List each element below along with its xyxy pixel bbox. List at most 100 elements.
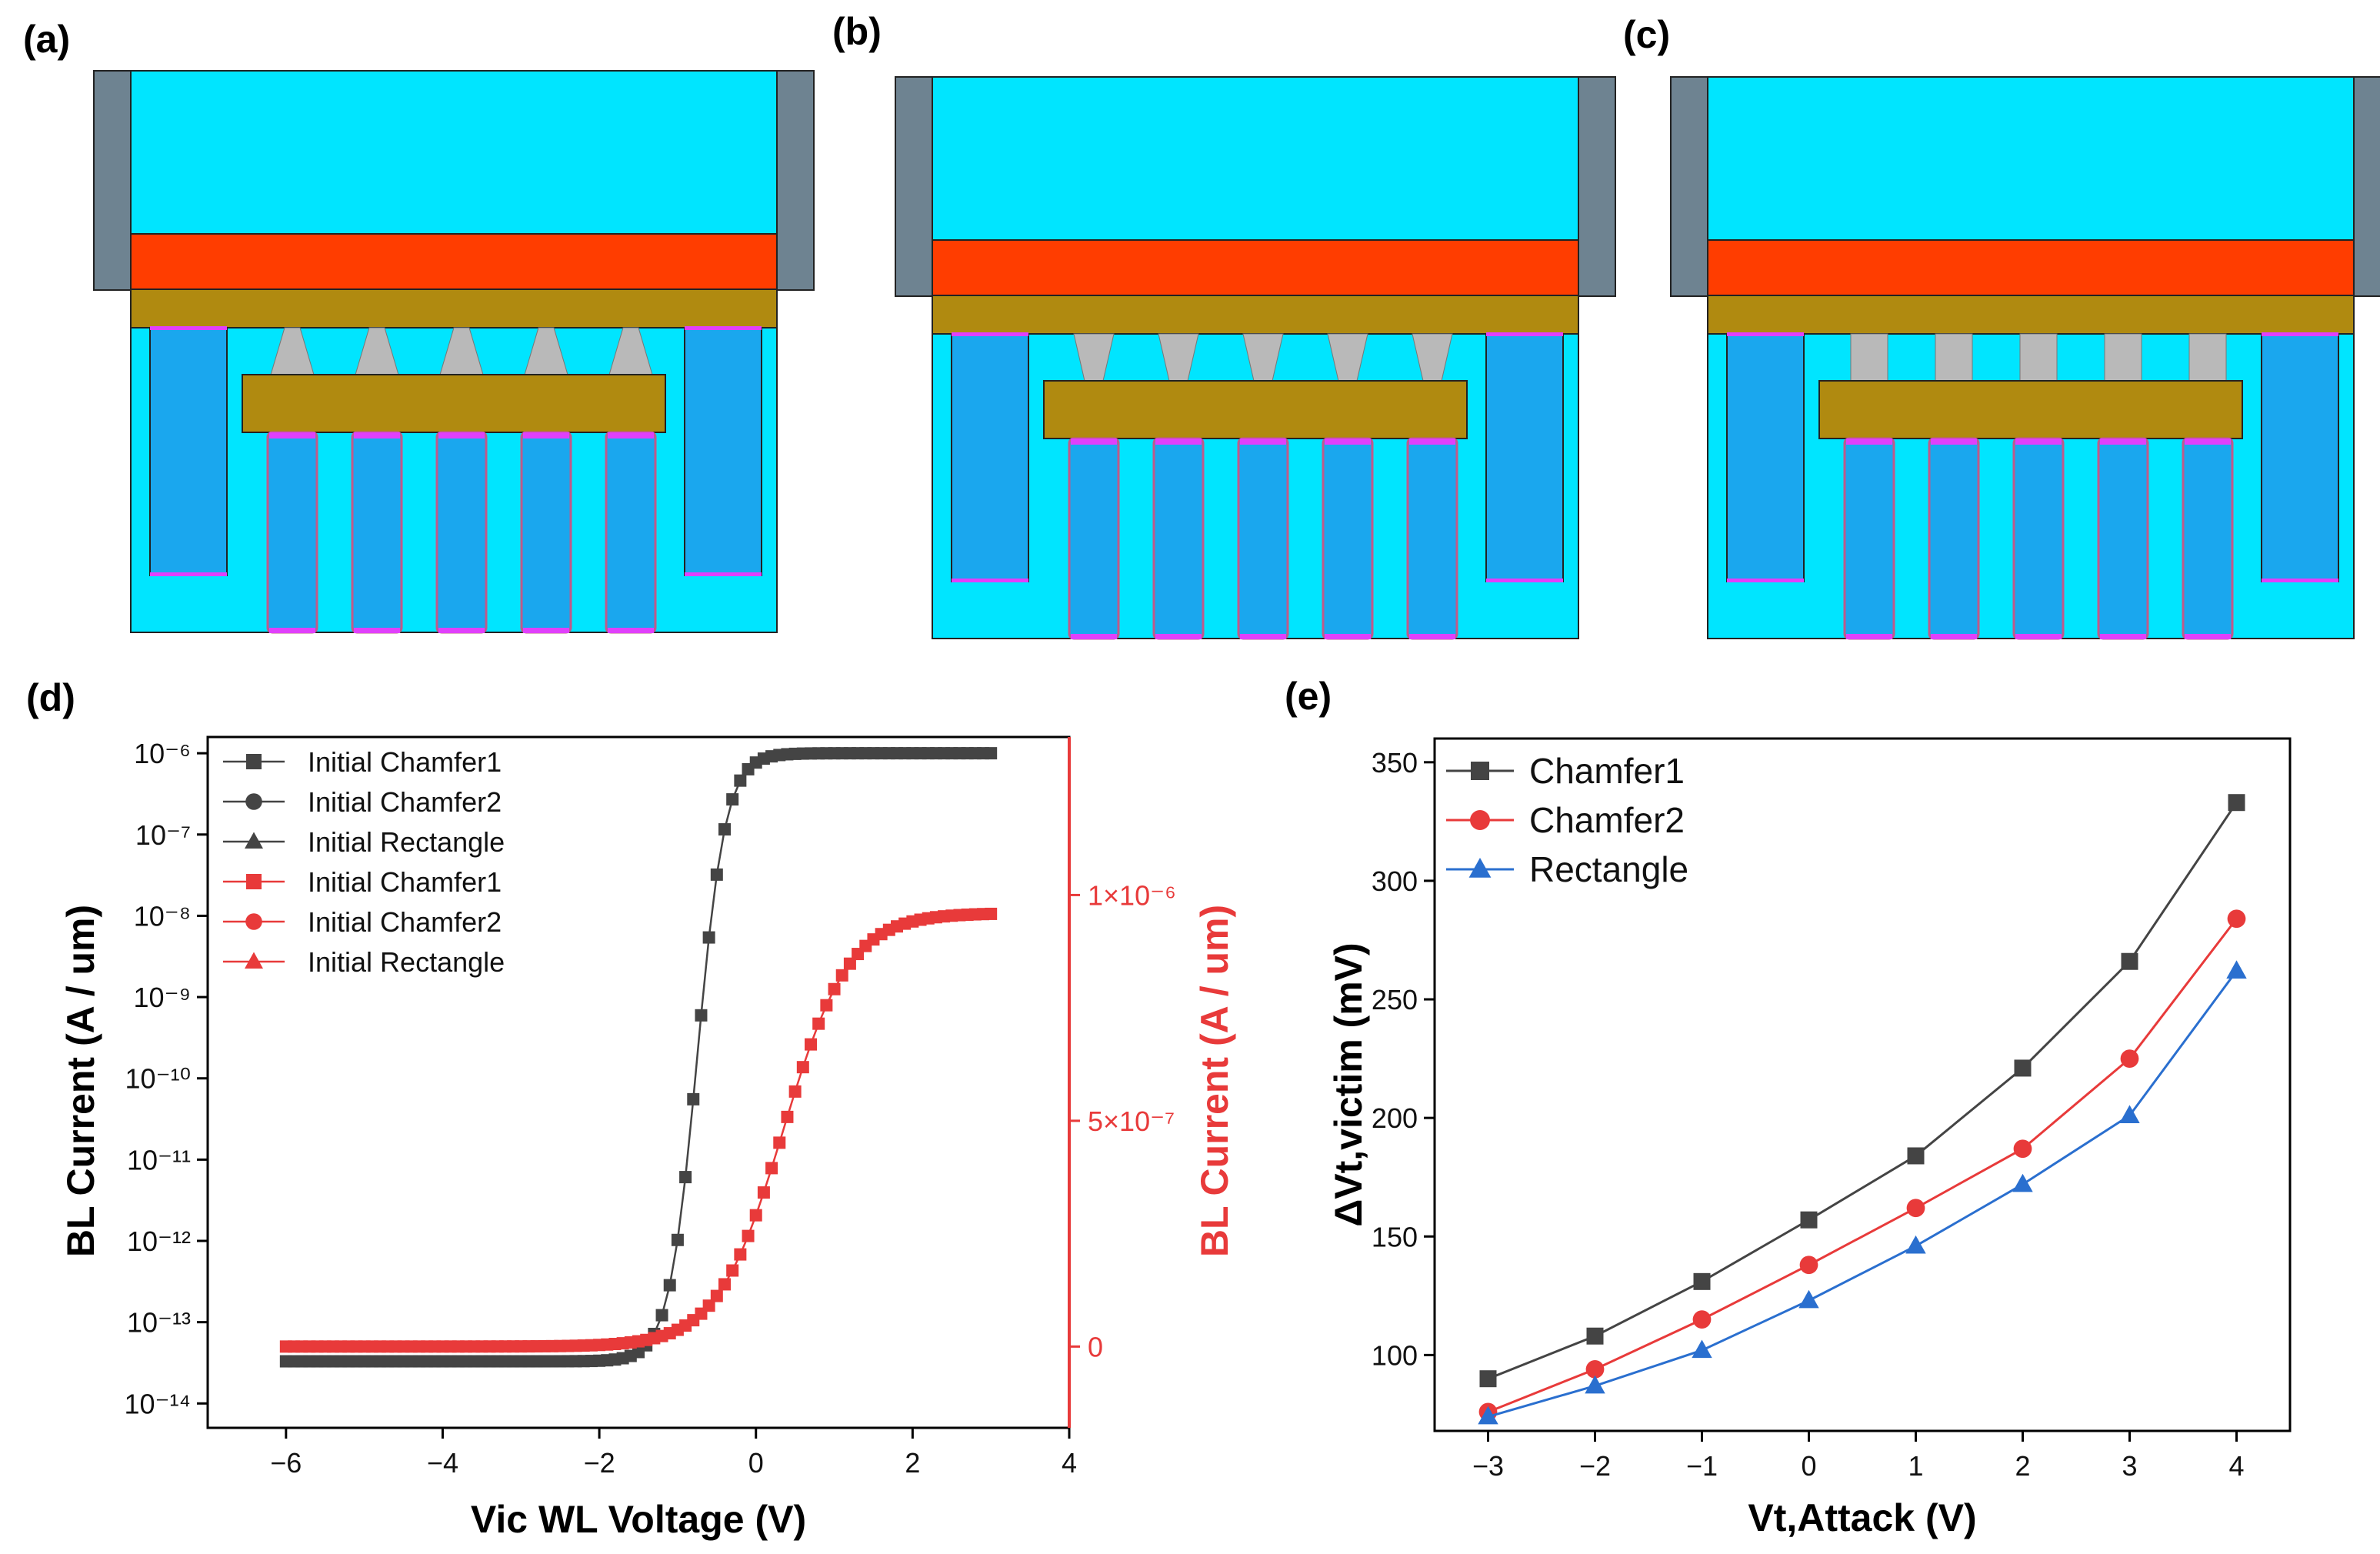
d-ytick-label: 10⁻¹⁰ [125,1063,191,1095]
pillar-top-liner [608,432,654,439]
d-xtick-label: 2 [905,1447,920,1479]
d-legend-marker [246,874,262,889]
gray-curve-marker [687,1092,700,1105]
e-point-chamfer2 [2120,1049,2139,1068]
pillar-bottom-liner [269,628,315,633]
red-curve-marker [734,1248,747,1261]
pillar-bottom-liner [1409,634,1455,639]
pillar-bottom-liner [1240,634,1286,639]
side-body-left [149,327,228,576]
red-curve-marker [788,1085,802,1098]
e-point-rectangle [1585,1375,1605,1394]
e-series-line-rectangle [1488,970,2238,1418]
panel-label-a: (a) [23,18,70,61]
bit-line-pillar [266,431,318,634]
red-curve-marker [757,1186,770,1199]
pillar-top-liner [1409,439,1455,445]
liner-right-top [685,326,762,330]
e-point-rectangle [1692,1339,1712,1359]
structure-c-cross-section [1670,76,2380,640]
e-point-chamfer1 [2121,952,2138,970]
d-legend-marker [245,913,262,930]
bit-line-pillar [1928,437,1980,640]
e-point-rectangle [2119,1105,2140,1123]
liner-left-top [1727,332,1804,336]
d-legend-marker [245,952,263,969]
e-series-line-chamfer1 [1487,802,2238,1380]
gray-curve-marker [679,1171,692,1184]
e-ytick-label: 150 [1372,1221,1418,1252]
pillar-top-liner [1931,439,1977,445]
liner-right-top [1486,332,1563,336]
liner-right [685,572,762,576]
bit-line-pillar [1237,437,1289,640]
upper-poly-layer [130,288,778,328]
red-curve-marker [805,1038,817,1051]
pillar-bottom-liner [608,628,654,633]
pillar-bottom-liner [2015,634,2062,639]
d-y2tick-label: 1×10⁻⁶ [1088,879,1176,911]
side-body-right [684,327,762,576]
e-point-chamfer2 [1692,1310,1712,1329]
red-curve-marker [796,1061,809,1074]
red-curve-marker [749,1209,762,1222]
pillar-bottom-liner [1071,634,1117,639]
contact-plug [2019,333,2058,382]
gray-curve-marker [695,1009,708,1022]
chart-e-series [1478,794,2247,1425]
left-spacer [895,76,933,297]
chart-e-xlabel: Vt,Attack (V) [1748,1496,1976,1539]
e-point-rectangle [2226,960,2247,979]
bit-line-pillar [2182,437,2234,640]
e-ytick-label: 350 [1372,747,1418,779]
e-ytick-label: 200 [1372,1102,1418,1134]
red-series-linear [279,907,998,1353]
e-point-chamfer2 [1906,1199,1925,1218]
panel-label-e: (e) [1285,675,1332,718]
d-xtick-label: 4 [1062,1447,1077,1479]
red-curve-marker [820,999,833,1012]
pillar-top-liner [2185,439,2231,445]
bit-line-pillar [435,431,488,634]
liner-left [952,579,1028,582]
d-ytick-label: 10⁻⁸ [134,900,191,932]
d-legend-marker [245,832,263,849]
contact-plug [2188,333,2227,382]
e-ytick-label: 300 [1372,865,1418,897]
right-spacer [776,70,815,291]
panel-label-c: (c) [1623,13,1670,56]
liner-right [1486,579,1563,582]
chart-d-ylabel: BL Current (A / um) [59,905,102,1257]
pillar-top-liner [2100,439,2146,445]
d-ytick-label: 10⁻¹² [127,1226,191,1257]
bit-line-pillar [520,431,572,634]
e-point-chamfer2 [2227,909,2246,929]
pillar-top-liner [1325,439,1371,445]
liner-left-top [952,332,1028,336]
e-series-line-chamfer2 [1487,918,2238,1413]
liner-left [150,572,227,576]
red-curve-marker [765,1162,778,1175]
e-point-chamfer1 [2014,1059,2032,1077]
e-point-chamfer2 [1799,1256,1818,1275]
bit-line-pillar [2012,437,2065,640]
red-curve-marker [702,1299,715,1312]
left-spacer [93,70,132,291]
chart-e-ylabel: ΔVt,victim (mV) [1327,942,1370,1226]
bit-line-pillar [1843,437,1895,640]
red-curve-marker [843,957,856,970]
d-y2tick-label: 0 [1088,1331,1103,1362]
red-curve-marker [781,1110,794,1123]
e-xtick-label: 0 [1801,1450,1816,1482]
d-legend-marker [246,754,262,769]
structure-a-cross-section [93,70,815,634]
structure-b-cross-section [895,76,1616,640]
d-ytick-label: 10⁻⁹ [134,982,191,1013]
liner-left [1727,579,1804,582]
e-point-chamfer2 [1585,1359,1605,1379]
lower-poly-bar [1818,380,2243,439]
d-xtick-label: −2 [584,1447,615,1479]
gray-curve-marker [718,823,731,836]
e-point-rectangle [1798,1289,1819,1309]
